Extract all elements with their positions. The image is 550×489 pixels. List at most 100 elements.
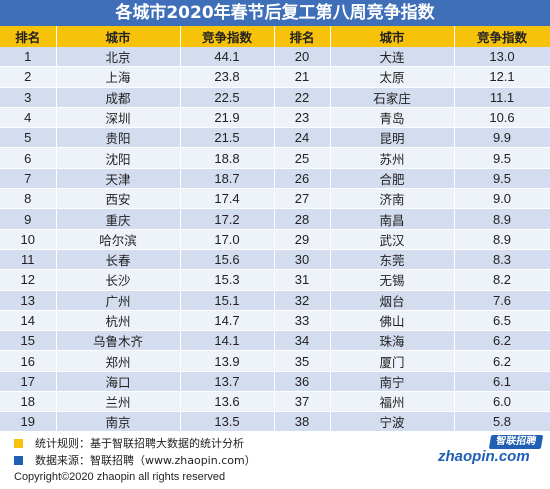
rank-cell-left: 13 <box>0 290 57 311</box>
index-cell-left: 14.1 <box>180 330 275 352</box>
table-row: 12 长沙 15.3 31 无锡 8.2 <box>0 269 550 291</box>
rank-cell-left: 3 <box>0 87 57 108</box>
rank-cell-right: 28 <box>274 208 331 230</box>
rank-cell-right: 25 <box>274 147 331 169</box>
city-cell-right: 武汉 <box>330 229 455 250</box>
copyright: Copyright©2020 zhaopin all rights reserv… <box>14 471 226 483</box>
page-title: 各城市2020年春节后复工第八周竞争指数 <box>0 0 550 26</box>
index-cell-right: 6.1 <box>454 371 550 393</box>
city-cell-right: 佛山 <box>330 310 455 332</box>
city-cell-right: 济南 <box>330 188 455 210</box>
table-row: 19 南京 13.5 38 宁波 5.8 <box>0 411 550 433</box>
note-source-text: 数据来源：智联招聘（www.zhaopin.com） <box>35 454 256 467</box>
rank-cell-left: 11 <box>0 249 57 271</box>
index-cell-right: 8.2 <box>454 269 550 291</box>
city-cell-right: 宁波 <box>330 411 455 433</box>
rank-cell-left: 15 <box>0 330 57 352</box>
footer: 统计规则：基于智联招聘大数据的统计分析 数据来源：智联招聘（www.zhaopi… <box>0 431 550 489</box>
city-cell-left: 哈尔滨 <box>56 229 181 250</box>
index-cell-left: 21.9 <box>180 107 275 129</box>
city-cell-left: 天津 <box>56 168 181 190</box>
logo-en-text: zhaopin.com <box>438 448 530 465</box>
header-city-left: 城市 <box>56 26 181 47</box>
index-cell-right: 6.2 <box>454 350 550 372</box>
city-cell-left: 海口 <box>56 371 181 393</box>
rank-cell-left: 8 <box>0 188 57 210</box>
city-cell-left: 沈阳 <box>56 147 181 169</box>
table-row: 11 长春 15.6 30 东莞 8.3 <box>0 249 550 271</box>
rank-cell-right: 26 <box>274 168 331 190</box>
rank-cell-left: 18 <box>0 391 57 413</box>
city-cell-right: 昆明 <box>330 127 455 149</box>
city-cell-right: 厦门 <box>330 350 455 372</box>
rank-cell-left: 1 <box>0 47 57 68</box>
table-row: 15 乌鲁木齐 14.1 34 珠海 6.2 <box>0 330 550 352</box>
index-cell-left: 13.6 <box>180 391 275 413</box>
index-cell-left: 22.5 <box>180 87 275 108</box>
index-cell-left: 15.3 <box>180 269 275 291</box>
city-cell-left: 北京 <box>56 47 181 68</box>
rank-cell-left: 16 <box>0 350 57 372</box>
city-cell-right: 南宁 <box>330 371 455 393</box>
rank-cell-left: 2 <box>0 66 57 88</box>
rank-cell-left: 17 <box>0 371 57 393</box>
rank-cell-left: 14 <box>0 310 57 332</box>
city-cell-right: 南昌 <box>330 208 455 230</box>
logo-cn-text: 智联招聘 <box>488 435 544 449</box>
city-cell-left: 广州 <box>56 290 181 311</box>
table-row: 8 西安 17.4 27 济南 9.0 <box>0 188 550 210</box>
city-cell-right: 烟台 <box>330 290 455 311</box>
city-cell-left: 贵阳 <box>56 127 181 149</box>
table-row: 6 沈阳 18.8 25 苏州 9.5 <box>0 147 550 169</box>
table-row: 14 杭州 14.7 33 佛山 6.5 <box>0 310 550 332</box>
index-cell-left: 15.1 <box>180 290 275 311</box>
table-header-row: 排名 城市 竞争指数 排名 城市 竞争指数 <box>0 26 550 47</box>
rank-cell-right: 20 <box>274 47 331 68</box>
yellow-square-icon <box>14 439 23 448</box>
city-cell-right: 福州 <box>330 391 455 413</box>
city-cell-left: 重庆 <box>56 208 181 230</box>
rank-cell-left: 19 <box>0 411 57 433</box>
index-cell-left: 17.4 <box>180 188 275 210</box>
rank-cell-right: 34 <box>274 330 331 352</box>
table-row: 17 海口 13.7 36 南宁 6.1 <box>0 371 550 393</box>
rank-cell-right: 37 <box>274 391 331 413</box>
city-cell-right: 合肥 <box>330 168 455 190</box>
header-index-right: 竞争指数 <box>454 26 550 47</box>
rank-cell-left: 7 <box>0 168 57 190</box>
rank-cell-right: 29 <box>274 229 331 250</box>
index-cell-right: 8.3 <box>454 249 550 271</box>
city-cell-right: 青岛 <box>330 107 455 129</box>
zhaopin-logo: 智联招聘 zhaopin.com <box>438 435 546 467</box>
index-cell-left: 23.8 <box>180 66 275 88</box>
rank-cell-right: 30 <box>274 249 331 271</box>
index-cell-left: 21.5 <box>180 127 275 149</box>
note-source: 数据来源：智联招聘（www.zhaopin.com） <box>14 453 256 469</box>
index-cell-right: 7.6 <box>454 290 550 311</box>
city-cell-right: 太原 <box>330 66 455 88</box>
city-cell-left: 成都 <box>56 87 181 108</box>
city-cell-left: 南京 <box>56 411 181 433</box>
index-cell-right: 8.9 <box>454 208 550 230</box>
city-cell-left: 长沙 <box>56 269 181 291</box>
index-cell-right: 10.6 <box>454 107 550 129</box>
table-row: 16 郑州 13.9 35 厦门 6.2 <box>0 350 550 372</box>
index-cell-right: 6.5 <box>454 310 550 332</box>
rank-cell-left: 6 <box>0 147 57 169</box>
table-row: 4 深圳 21.9 23 青岛 10.6 <box>0 107 550 129</box>
rank-cell-left: 12 <box>0 269 57 291</box>
index-cell-right: 5.8 <box>454 411 550 433</box>
table-row: 3 成都 22.5 22 石家庄 11.1 <box>0 87 550 108</box>
index-cell-left: 13.5 <box>180 411 275 433</box>
rank-cell-right: 27 <box>274 188 331 210</box>
city-cell-right: 无锡 <box>330 269 455 291</box>
rank-cell-right: 38 <box>274 411 331 433</box>
index-cell-left: 15.6 <box>180 249 275 271</box>
header-rank-left: 排名 <box>0 26 57 47</box>
table-row: 7 天津 18.7 26 合肥 9.5 <box>0 168 550 190</box>
city-cell-left: 杭州 <box>56 310 181 332</box>
city-cell-right: 大连 <box>330 47 455 68</box>
header-city-right: 城市 <box>330 26 455 47</box>
index-cell-right: 11.1 <box>454 87 550 108</box>
note-rule-text: 统计规则：基于智联招聘大数据的统计分析 <box>35 437 244 450</box>
